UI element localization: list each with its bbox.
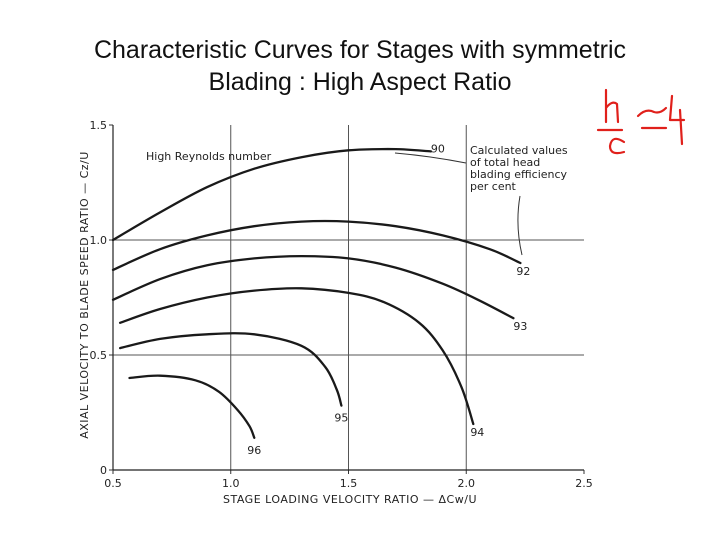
- annotation-leader-90: [394, 152, 467, 164]
- curve-label-90: 90: [431, 142, 445, 155]
- calc-annotation-line-1: Calculated values: [470, 144, 568, 157]
- x-axis-label: STAGE LOADING VELOCITY RATIO — ΔCw/U: [223, 493, 477, 506]
- curve-label-96: 96: [247, 444, 261, 457]
- y-tick-label: 1.5: [90, 119, 108, 132]
- x-tick-label: 2.5: [575, 477, 593, 490]
- calc-annotation-line-3: blading efficiency: [470, 168, 568, 181]
- efficiency-curve-96: [128, 374, 256, 439]
- slide-title: Characteristic Curves for Stages with sy…: [0, 34, 720, 98]
- slide-title-line-1: Characteristic Curves for Stages with sy…: [93, 36, 627, 64]
- y-axis-label: AXIAL VELOCITY TO BLADE SPEED RATIO — Cz…: [78, 151, 91, 439]
- curve-labels: 90 92 93 94 95 96: [247, 142, 530, 456]
- calc-annotation-line-4: per cent: [470, 180, 517, 193]
- efficiency-curve-95: [118, 332, 343, 407]
- y-tick-label: 0.5: [90, 349, 108, 362]
- efficiency-curves: [111, 147, 522, 439]
- calc-annotation-line-2: of total head: [470, 156, 540, 169]
- y-tick-labels: 0 0.5 1.0 1.5: [90, 119, 108, 477]
- x-tick-label: 2.0: [458, 477, 476, 490]
- handwritten-ratio-note: [596, 88, 686, 155]
- annotation-leader-92: [517, 195, 523, 256]
- curve-label-92: 92: [516, 265, 530, 278]
- y-tick-label: 0: [100, 464, 107, 477]
- efficiency-curve-90: [111, 147, 433, 242]
- y-tick-label: 1.0: [90, 234, 108, 247]
- curve-label-93: 93: [513, 320, 527, 333]
- efficiency-curve-92: [111, 219, 522, 272]
- x-tick-labels: 0.5 1.0 1.5 2.0 2.5: [104, 477, 593, 490]
- slide-title-line-2: Blading : High Aspect Ratio: [208, 68, 512, 96]
- chart-frame: [109, 124, 585, 474]
- curve-label-94: 94: [470, 426, 484, 439]
- curve-label-95: 95: [334, 412, 348, 425]
- x-tick-label: 0.5: [104, 477, 122, 490]
- x-tick-label: 1.5: [340, 477, 358, 490]
- efficiency-curve-93: [111, 254, 515, 320]
- efficiency-curve-94: [118, 287, 475, 426]
- x-tick-label: 1.0: [222, 477, 240, 490]
- reynolds-annotation: High Reynolds number: [146, 150, 272, 163]
